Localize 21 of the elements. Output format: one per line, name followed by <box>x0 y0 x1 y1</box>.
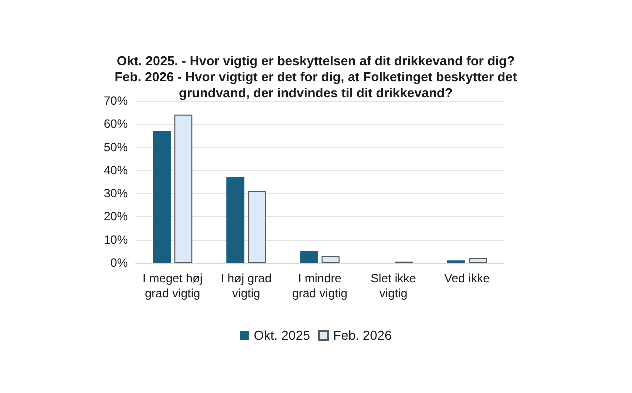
y-tick-label: 40% <box>104 163 128 178</box>
y-tick-label: 60% <box>104 117 128 132</box>
bar <box>322 256 340 263</box>
x-tick-label: Ved ikke <box>444 272 490 286</box>
y-tick-label: 50% <box>104 140 128 154</box>
x-tick-label: I meget høj grad vigtig <box>142 272 203 300</box>
x-tick-label: Slet ikke vigtig <box>370 272 417 300</box>
y-tick-label: 20% <box>104 210 128 224</box>
x-tick-label: I høj grad vigtig <box>221 272 272 300</box>
bar <box>248 191 266 263</box>
legend-label: Feb. 2026 <box>333 328 392 343</box>
y-tick-label: 0% <box>110 256 128 270</box>
bar <box>226 177 245 263</box>
y-tick-label: 30% <box>104 186 128 201</box>
y-tick-label: 10% <box>104 232 128 247</box>
bar <box>153 131 171 263</box>
bar <box>174 114 193 263</box>
bar <box>300 251 318 263</box>
x-tick-label: I mindre grad vigtig <box>292 272 348 300</box>
bar <box>469 258 487 263</box>
legend-label: Okt. 2025 <box>254 328 310 343</box>
